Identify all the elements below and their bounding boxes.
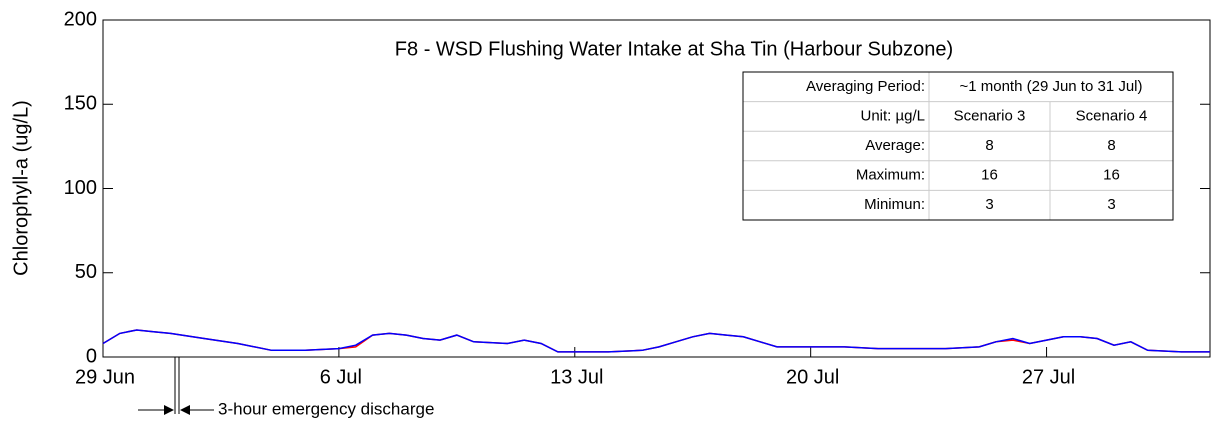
table-cell: Unit: µg/L <box>860 107 925 124</box>
table-frame <box>742 71 1174 221</box>
y-tick-label: 100 <box>64 177 97 199</box>
stats-table: Averaging Period: ~1 month (29 Jun to 31 … <box>742 71 1174 221</box>
table-cell: ~1 month (29 Jun to 31 Jul) <box>959 78 1142 95</box>
x-tick-label: 27 Jul <box>1022 366 1075 388</box>
annotation: 3-hour emergency discharge <box>218 399 434 418</box>
table-cell: 8 <box>985 137 993 154</box>
table-cell: Scenario 3 <box>954 107 1026 124</box>
table-cell: Scenario 4 <box>1076 107 1148 124</box>
arrow-head <box>164 405 174 415</box>
arrow-head <box>180 405 190 415</box>
x-tick-label: 6 Jul <box>320 366 362 388</box>
table-cell: 8 <box>1107 137 1115 154</box>
y-tick-label: 200 <box>64 8 97 30</box>
x-tick-label: 29 Jun <box>75 366 135 388</box>
table-cell: Minimun: <box>864 196 925 213</box>
table-cell: 16 <box>1103 167 1120 184</box>
table-cell: 16 <box>981 167 998 184</box>
table-cell: Average: <box>865 137 925 154</box>
series-line <box>102 329 1210 353</box>
y-tick-label: 50 <box>75 261 97 283</box>
x-tick-label: 20 Jul <box>786 366 839 388</box>
table-cell: Averaging Period: <box>806 78 925 95</box>
table-cell: 3 <box>1107 196 1115 213</box>
table-cell: Maximum: <box>856 167 925 184</box>
y-tick-label: 150 <box>64 93 97 115</box>
chart-title: F8 - WSD Flushing Water Intake at Sha Ti… <box>395 38 953 60</box>
discharge-marker <box>138 357 214 415</box>
table-cell: 3 <box>985 196 993 213</box>
y-axis-label: Chlorophyll-a (ug/L) <box>10 100 32 276</box>
y-tick-label: 0 <box>86 345 97 367</box>
x-tick-label: 13 Jul <box>550 366 603 388</box>
